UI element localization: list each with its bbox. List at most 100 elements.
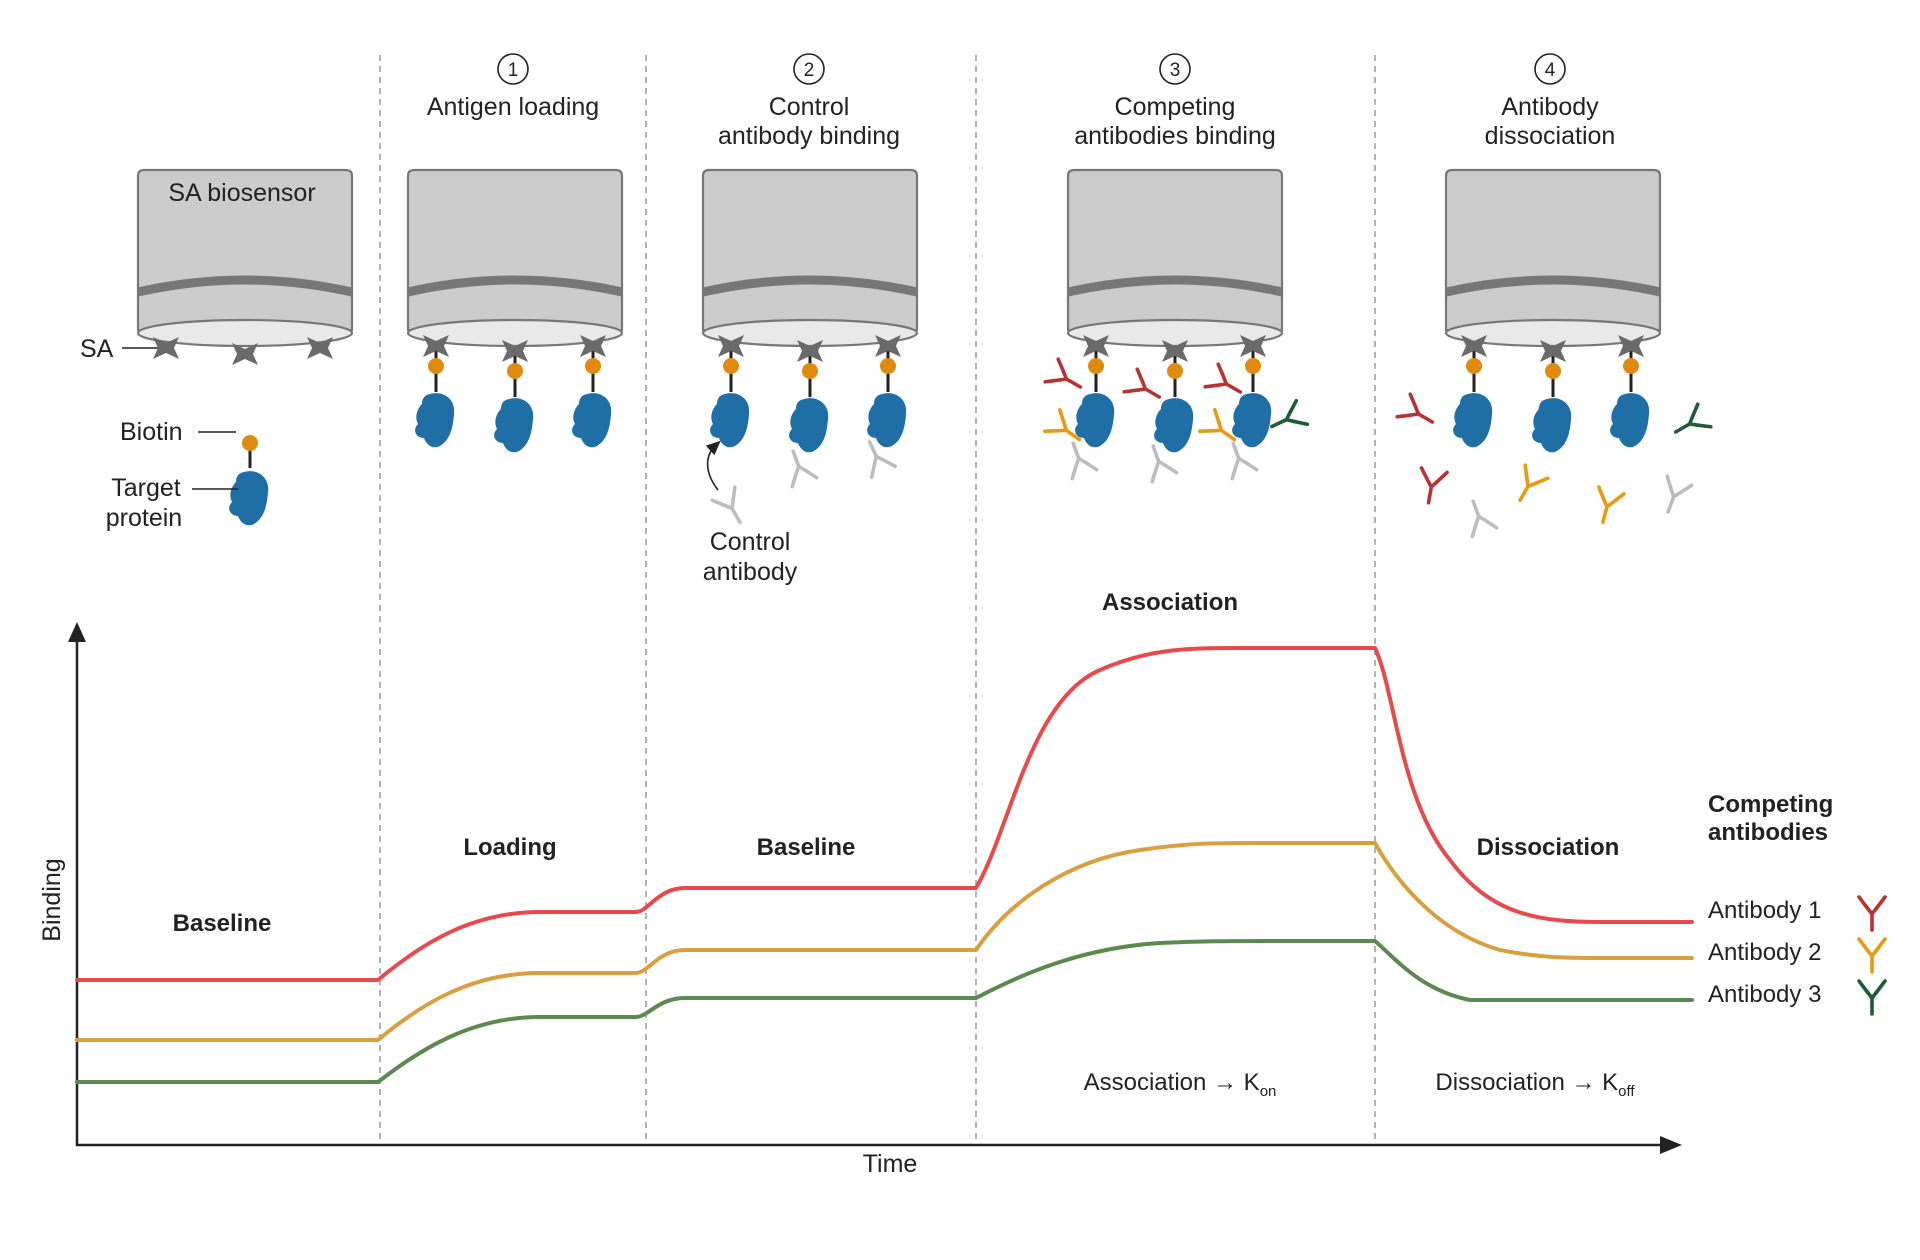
phase-label-baseline-2: Baseline bbox=[757, 834, 856, 861]
target-protein-icon bbox=[867, 393, 907, 448]
biotin-label: Biotin bbox=[120, 418, 183, 446]
association-kon-text: Association → K bbox=[1084, 1069, 1260, 1096]
antibody-2-icon bbox=[1506, 463, 1550, 509]
biosensor-band bbox=[407, 275, 623, 297]
association-kon-annotation: Association → Kon bbox=[1084, 1069, 1277, 1100]
biosensor-band bbox=[702, 275, 918, 297]
antibody-1-icon bbox=[1413, 466, 1449, 507]
biotin-icon bbox=[723, 358, 739, 374]
target-protein-label-line-2: protein bbox=[106, 504, 182, 532]
antibody-2-curve bbox=[75, 841, 1694, 1042]
target-protein-icon bbox=[1232, 393, 1272, 448]
biosensor-label: SA biosensor bbox=[168, 179, 315, 207]
binding-curves bbox=[75, 646, 1694, 1084]
biotin-icon bbox=[585, 358, 601, 374]
target-protein-label-line-1: Target bbox=[111, 474, 181, 502]
biosensor-body bbox=[406, 168, 624, 342]
x-axis-label: Time bbox=[863, 1150, 918, 1178]
phase-label-loading: Loading bbox=[463, 834, 556, 861]
biotin-icon bbox=[1545, 363, 1561, 379]
antibody-1-icon bbox=[1043, 357, 1089, 401]
phase-labels: Baseline Loading Baseline Association Di… bbox=[173, 589, 1620, 937]
association-kon-subscript: on bbox=[1260, 1083, 1277, 1100]
antibody-1-icon bbox=[1203, 362, 1249, 406]
phase-label-dissociation: Dissociation bbox=[1477, 834, 1620, 861]
control-antibody-label-line-2: antibody bbox=[703, 558, 798, 586]
control-antibody-arrow bbox=[705, 440, 721, 491]
legend-item-antibody-3: Antibody 3 bbox=[1708, 981, 1821, 1008]
control-antibody-label-line-1: Control bbox=[710, 528, 791, 556]
biotin-icon bbox=[802, 363, 818, 379]
step-1-header: 1 Antigen loading bbox=[427, 53, 599, 121]
biotin-icon bbox=[428, 358, 444, 374]
step-3-number-circle bbox=[1159, 53, 1191, 85]
dissociation-koff-annotation: Dissociation → Koff bbox=[1435, 1069, 1635, 1100]
biosensor-band bbox=[137, 275, 353, 297]
legend-biotin-protein: Biotin Target protein bbox=[106, 418, 269, 532]
antibody-2-icon bbox=[1857, 937, 1887, 974]
antibody-1-icon bbox=[1122, 367, 1168, 411]
step-2-title-line-2: antibody binding bbox=[718, 122, 900, 150]
antibody-1-icon bbox=[1395, 392, 1441, 436]
antibody-1-curve bbox=[75, 646, 1694, 982]
phase-separators bbox=[379, 55, 1376, 1145]
biosensor-1 bbox=[406, 168, 624, 453]
biotin-icon bbox=[1088, 358, 1104, 374]
legend: Competing antibodies Antibody 1 Antibody… bbox=[1708, 791, 1887, 1016]
step-4-header: 4 Antibody dissociation bbox=[1485, 53, 1616, 150]
antibody-3-icon bbox=[1857, 979, 1887, 1016]
biotin-icon bbox=[880, 358, 896, 374]
biosensor-2 bbox=[701, 168, 919, 453]
target-protein-icon bbox=[710, 393, 750, 448]
dissociation-koff-text: Dissociation → K bbox=[1435, 1069, 1618, 1096]
biosensor-0 bbox=[136, 168, 354, 365]
biotin-icon bbox=[1167, 363, 1183, 379]
control-antibody-icon bbox=[710, 485, 754, 531]
target-protein-icon bbox=[1154, 398, 1194, 453]
target-protein-icon bbox=[572, 393, 612, 448]
step-1-number-circle bbox=[497, 53, 529, 85]
step-3-title-line-1: Competing bbox=[1115, 93, 1236, 121]
x-axis-arrow bbox=[1660, 1136, 1682, 1154]
target-protein-icon bbox=[789, 398, 829, 453]
biotin-icon bbox=[1623, 358, 1639, 374]
y-axis-arrow bbox=[68, 622, 86, 642]
target-protein-icon bbox=[494, 398, 534, 453]
step-3-title-line-2: antibodies binding bbox=[1074, 122, 1276, 150]
step-3-header: 3 Competing antibodies binding bbox=[1074, 53, 1276, 150]
biosensor-body bbox=[1444, 168, 1662, 342]
step-2-number-circle bbox=[793, 53, 825, 85]
biosensor-3 bbox=[1066, 168, 1284, 453]
chart-axes: Time Binding bbox=[38, 622, 1682, 1178]
legend-title-line-1: Competing bbox=[1708, 791, 1833, 818]
step-2-header: 2 Control antibody binding bbox=[718, 53, 900, 150]
biosensor-body bbox=[701, 168, 919, 342]
biosensor-band bbox=[1067, 275, 1283, 297]
step-2-number: 2 bbox=[804, 60, 815, 81]
control-antibody-icon bbox=[1654, 474, 1694, 519]
step-4-title-line-2: dissociation bbox=[1485, 122, 1616, 150]
step-2-title-line-1: Control bbox=[769, 93, 850, 121]
legend-item-antibody-2: Antibody 2 bbox=[1708, 939, 1821, 966]
control-antibody-callout: Control antibody bbox=[703, 440, 798, 586]
step-1-title: Antigen loading bbox=[427, 93, 599, 121]
biosensors bbox=[136, 168, 1662, 453]
phase-label-baseline-1: Baseline bbox=[173, 910, 272, 937]
biotin-icon bbox=[1466, 358, 1482, 374]
biosensor-4 bbox=[1444, 168, 1662, 453]
control-antibody-icon bbox=[779, 444, 819, 489]
target-protein-icon bbox=[415, 393, 455, 448]
step-4-number: 4 bbox=[1545, 60, 1556, 81]
phase-label-association: Association bbox=[1102, 589, 1238, 616]
step-1-number: 1 bbox=[508, 60, 519, 81]
dissociation-koff-subscript: off bbox=[1618, 1083, 1635, 1100]
step-3-number: 3 bbox=[1170, 60, 1181, 81]
biotin-icon bbox=[242, 435, 258, 451]
antibody-3-icon bbox=[1264, 398, 1310, 441]
target-protein-icon bbox=[1610, 393, 1650, 448]
y-axis-label: Binding bbox=[38, 858, 66, 941]
step-4-number-circle bbox=[1534, 53, 1566, 85]
legend-title-line-2: antibodies bbox=[1708, 819, 1828, 846]
biosensor-tip bbox=[136, 318, 354, 348]
